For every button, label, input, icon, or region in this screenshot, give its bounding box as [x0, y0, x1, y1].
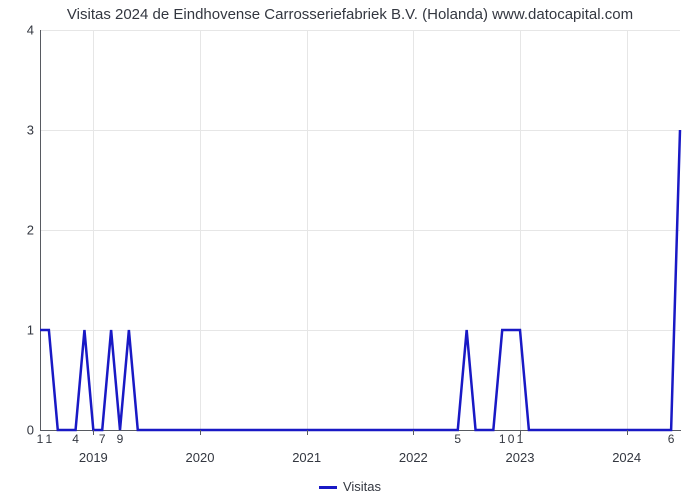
data-point-label: 5	[454, 432, 461, 446]
x-tick-mark	[627, 430, 628, 435]
x-tick-label: 2024	[612, 450, 641, 465]
y-tick-label: 3	[4, 123, 34, 138]
y-tick-label: 0	[4, 423, 34, 438]
x-tick-label: 2021	[292, 450, 321, 465]
x-tick-label: 2022	[399, 450, 428, 465]
x-tick-label: 2020	[186, 450, 215, 465]
data-point-label: 1	[46, 432, 53, 446]
data-point-label: 1	[499, 432, 506, 446]
data-point-label: 1	[517, 432, 524, 446]
x-tick-label: 2023	[506, 450, 535, 465]
chart-title: Visitas 2024 de Eindhovense Carrosserief…	[0, 6, 700, 23]
x-tick-mark	[93, 430, 94, 435]
series-line	[40, 130, 680, 430]
data-series	[40, 30, 680, 430]
legend-swatch	[319, 486, 337, 489]
data-point-label: 7	[99, 432, 106, 446]
legend-label: Visitas	[343, 479, 381, 494]
y-tick-label: 2	[4, 223, 34, 238]
data-point-label: 1	[37, 432, 44, 446]
data-point-label: 4	[72, 432, 79, 446]
y-tick-label: 4	[4, 23, 34, 38]
y-tick-label: 1	[4, 323, 34, 338]
data-point-label: 6	[668, 432, 675, 446]
x-tick-label: 2019	[79, 450, 108, 465]
legend: Visitas	[0, 479, 700, 494]
x-tick-mark	[307, 430, 308, 435]
data-point-label: 9	[117, 432, 124, 446]
data-point-label: 0	[508, 432, 515, 446]
x-tick-mark	[413, 430, 414, 435]
chart-container: Visitas 2024 de Eindhovense Carrosserief…	[0, 0, 700, 500]
x-tick-mark	[200, 430, 201, 435]
